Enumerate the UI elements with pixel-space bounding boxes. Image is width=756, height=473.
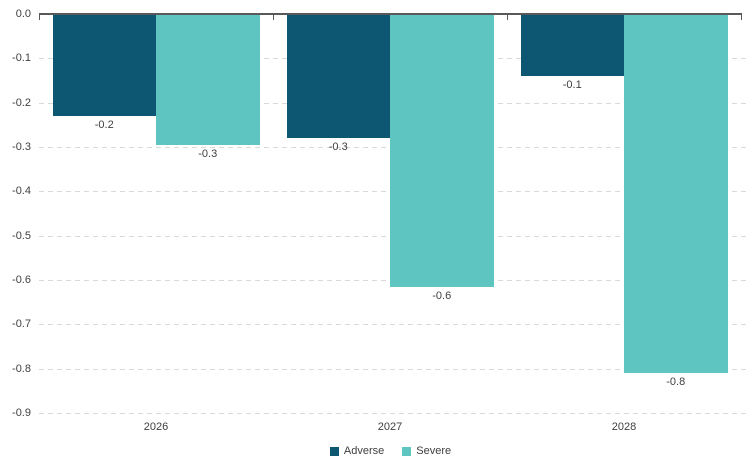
bar-severe-2028 (624, 14, 728, 374)
y-axis-tick-label: -0.7 (12, 318, 31, 331)
data-label-adverse-2026: -0.2 (94, 119, 114, 131)
y-axis-tick-label: -0.1 (12, 52, 31, 65)
legend: Adverse Severe (39, 444, 742, 458)
y-axis-tick-label: -0.9 (12, 407, 31, 419)
axis-tick (272, 13, 274, 20)
data-label-adverse-2027: -0.3 (328, 141, 348, 154)
bar-adverse-2028 (520, 14, 624, 77)
axis-tick (38, 13, 40, 20)
y-axis-tick-label: -0.2 (12, 96, 31, 109)
legend-label: Adverse (343, 445, 385, 457)
bar-adverse-2026 (52, 14, 156, 116)
bar-severe-2026 (156, 14, 260, 145)
legend-item-severe: Severe (402, 444, 451, 458)
bar-adverse-2027 (286, 14, 390, 139)
x-axis-category-label: 2027 (377, 421, 403, 433)
data-label-severe-2026: -0.3 (198, 147, 218, 160)
x-axis-category-label: 2028 (611, 421, 637, 433)
legend-item-adverse: Adverse (329, 444, 385, 458)
y-axis-tick-label: -0.4 (12, 185, 31, 198)
y-axis-tick-label: 0.0 (15, 8, 31, 20)
legend-swatch-adverse (329, 446, 339, 456)
y-axis-tick-label: -0.3 (12, 141, 31, 153)
y-axis-tick-label: -0.6 (12, 274, 31, 286)
gridline (39, 368, 747, 370)
data-label-adverse-2028: -0.1 (562, 79, 582, 92)
legend-label: Severe (416, 445, 452, 457)
data-label-severe-2028: -0.8 (666, 376, 686, 389)
axis-tick (740, 13, 742, 20)
data-label-severe-2027: -0.6 (432, 289, 452, 302)
bar-severe-2027 (390, 14, 494, 287)
legend-swatch-severe (402, 446, 412, 456)
y-axis-tick-label: -0.8 (12, 362, 31, 375)
y-axis-tick-label: -0.5 (12, 229, 31, 242)
gridline (39, 324, 747, 326)
gridline (39, 413, 747, 414)
x-axis-category-label: 2026 (143, 421, 169, 433)
axis-tick (506, 13, 508, 20)
x-axis-line (39, 13, 742, 15)
